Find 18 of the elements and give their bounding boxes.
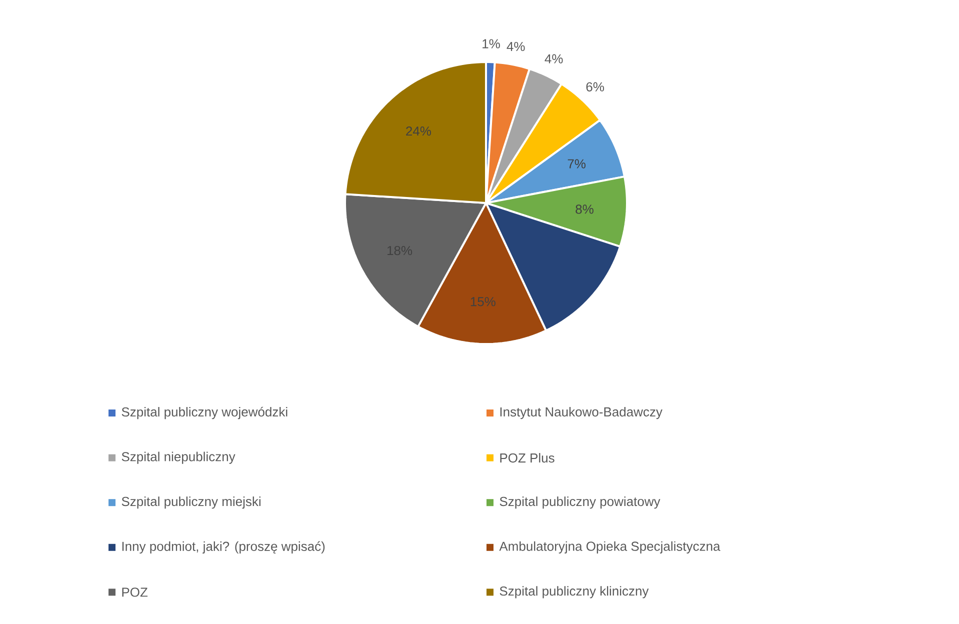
legend-label: Szpital publiczny wojewódzki <box>122 406 288 420</box>
data-label: 6% <box>586 82 604 92</box>
legend-label: Ambulatoryjna Opieka Specjalistyczna <box>499 541 720 554</box>
legend-label: POZ Plus <box>500 453 554 463</box>
data-label: 7% <box>568 159 586 168</box>
legend-label: Instytut Naukowo-Badawczy <box>500 406 662 420</box>
legend-label: Inny podmiot, jaki? (proszę wpisać) <box>122 541 325 554</box>
data-label: 4% <box>544 54 563 64</box>
legend-label: Szpital publiczny kliniczny <box>500 586 649 598</box>
legend-label: Szpital niepubliczny <box>122 452 236 464</box>
data-label: 24% <box>406 126 431 136</box>
legend-label: Szpital publiczny miejski <box>122 496 260 509</box>
data-label: 4% <box>506 42 525 52</box>
legend-label: POZ <box>122 588 148 597</box>
data-label: 15% <box>470 297 496 306</box>
legend-label: Szpital publiczny powiatowy <box>500 496 660 509</box>
data-label: 8% <box>576 204 594 214</box>
data-label: 1% <box>482 39 500 48</box>
